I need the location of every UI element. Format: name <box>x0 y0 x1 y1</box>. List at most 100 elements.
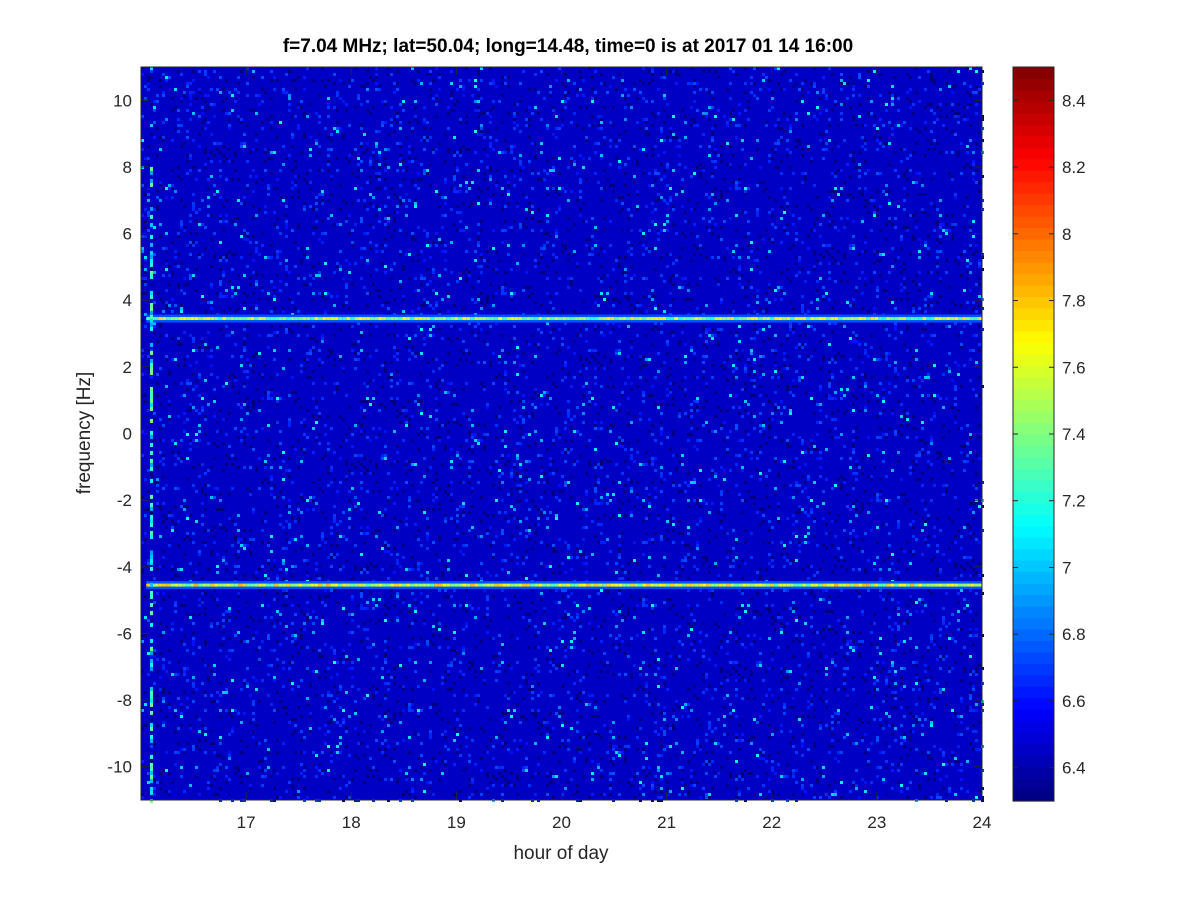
heatmap-noise-cell <box>291 115 294 118</box>
heatmap-noise-cell <box>165 187 168 190</box>
heatmap-noise-cell <box>801 442 804 445</box>
heatmap-noise-cell <box>726 277 729 280</box>
heatmap-noise-cell <box>420 283 423 286</box>
heatmap-noise-cell <box>702 247 705 250</box>
heatmap-noise-cell <box>861 193 864 196</box>
heatmap-noise-cell <box>648 229 651 232</box>
heatmap-noise-cell <box>864 187 867 190</box>
heatmap-noise-cell <box>579 70 582 73</box>
heatmap-noise-cell <box>546 310 549 313</box>
heatmap-noise-cell <box>897 205 900 208</box>
heatmap-noise-cell <box>867 112 870 115</box>
heatmap-noise-cell <box>714 196 717 199</box>
heatmap-noise-cell <box>306 409 309 412</box>
heatmap-noise-cell <box>528 136 531 139</box>
heatmap-noise-cell <box>630 421 633 424</box>
heatmap-noise-cell <box>963 82 966 85</box>
heatmap-noise-cell <box>606 475 609 478</box>
heatmap-noise-cell <box>402 160 405 163</box>
heatmap-noise-cell <box>852 82 855 85</box>
heatmap-noise-cell <box>951 472 954 475</box>
heatmap-noise-cell <box>765 292 768 295</box>
heatmap-noise-cell <box>978 130 981 133</box>
heatmap-noise-cell <box>645 127 648 130</box>
heatmap-noise-cell <box>534 343 537 346</box>
heatmap-noise-cell <box>738 166 741 169</box>
heatmap-noise-cell <box>774 391 777 394</box>
heatmap-noise-cell <box>660 178 663 181</box>
heatmap-noise-cell <box>567 346 570 349</box>
heatmap-noise-cell <box>966 163 969 166</box>
heatmap-noise-cell <box>882 451 885 454</box>
heatmap-noise-cell <box>618 409 621 412</box>
heatmap-noise-cell <box>303 208 306 211</box>
heatmap-noise-cell <box>171 139 174 142</box>
heatmap-noise-cell <box>141 373 144 376</box>
heatmap-noise-cell <box>813 82 816 85</box>
heatmap-noise-cell <box>312 265 315 268</box>
heatmap-noise-cell <box>591 247 594 250</box>
heatmap-noise-cell <box>612 298 615 301</box>
heatmap-noise-cell <box>402 169 405 172</box>
heatmap-noise-cell <box>792 394 795 397</box>
heatmap-noise-cell <box>189 382 192 385</box>
heatmap-noise-cell <box>303 433 306 436</box>
heatmap-noise-cell <box>339 97 342 100</box>
heatmap-noise-cell <box>429 304 432 307</box>
heatmap-noise-cell <box>957 70 960 73</box>
heatmap-noise-cell <box>666 388 669 391</box>
heatmap-noise-cell <box>396 370 399 373</box>
heatmap-noise-cell <box>567 91 570 94</box>
heatmap-noise-cell <box>891 97 894 100</box>
heatmap-noise-cell <box>327 163 330 166</box>
heatmap-noise-cell <box>594 421 597 424</box>
heatmap-noise-cell <box>873 115 876 118</box>
heatmap-noise-cell <box>234 457 237 460</box>
heatmap-noise-cell <box>192 466 195 469</box>
heatmap-noise-cell <box>900 433 903 436</box>
heatmap-noise-cell <box>927 394 930 397</box>
heatmap-noise-cell <box>756 97 759 100</box>
heatmap-noise-cell <box>717 331 720 334</box>
heatmap-noise-cell <box>825 142 828 145</box>
heatmap-noise-cell <box>417 172 420 175</box>
heatmap-noise-cell <box>351 325 354 328</box>
heatmap-noise-cell <box>681 331 684 334</box>
heatmap-noise-cell <box>816 118 819 121</box>
heatmap-noise-cell <box>624 280 627 283</box>
heatmap-noise-cell <box>969 67 972 70</box>
heatmap-noise-cell <box>189 253 192 256</box>
heatmap-noise-cell <box>480 265 483 268</box>
heatmap-noise-cell <box>384 223 387 226</box>
heatmap-noise-cell <box>852 403 855 406</box>
heatmap-noise-cell <box>864 124 867 127</box>
heatmap-noise-cell <box>813 268 816 271</box>
heatmap-noise-cell <box>183 94 186 97</box>
heatmap-noise-cell <box>198 223 201 226</box>
heatmap-noise-cell <box>285 235 288 238</box>
heatmap-noise-cell <box>660 364 663 367</box>
heatmap-noise-cell <box>549 472 552 475</box>
heatmap-noise-cell <box>441 337 444 340</box>
heatmap-noise-cell <box>498 259 501 262</box>
heatmap-noise-cell <box>519 415 522 418</box>
heatmap-noise-cell <box>786 439 789 442</box>
heatmap-noise-cell <box>156 190 159 193</box>
heatmap-noise-cell <box>549 235 552 238</box>
heatmap-noise-cell <box>666 229 669 232</box>
heatmap-noise-cell <box>432 268 435 271</box>
heatmap-noise-cell <box>429 385 432 388</box>
heatmap-noise-cell <box>654 403 657 406</box>
heatmap-noise-cell <box>297 466 300 469</box>
heatmap-noise-cell <box>864 235 867 238</box>
heatmap-noise-cell <box>729 112 732 115</box>
heatmap-noise-cell <box>240 142 243 145</box>
heatmap-noise-cell <box>702 325 705 328</box>
heatmap-noise-cell <box>930 292 933 295</box>
heatmap-noise-cell <box>336 388 339 391</box>
heatmap-noise-cell <box>366 397 369 400</box>
heatmap-noise-cell <box>249 151 252 154</box>
heatmap-noise-cell <box>678 286 681 289</box>
heatmap-noise-cell <box>798 259 801 262</box>
heatmap-noise-cell <box>225 214 228 217</box>
